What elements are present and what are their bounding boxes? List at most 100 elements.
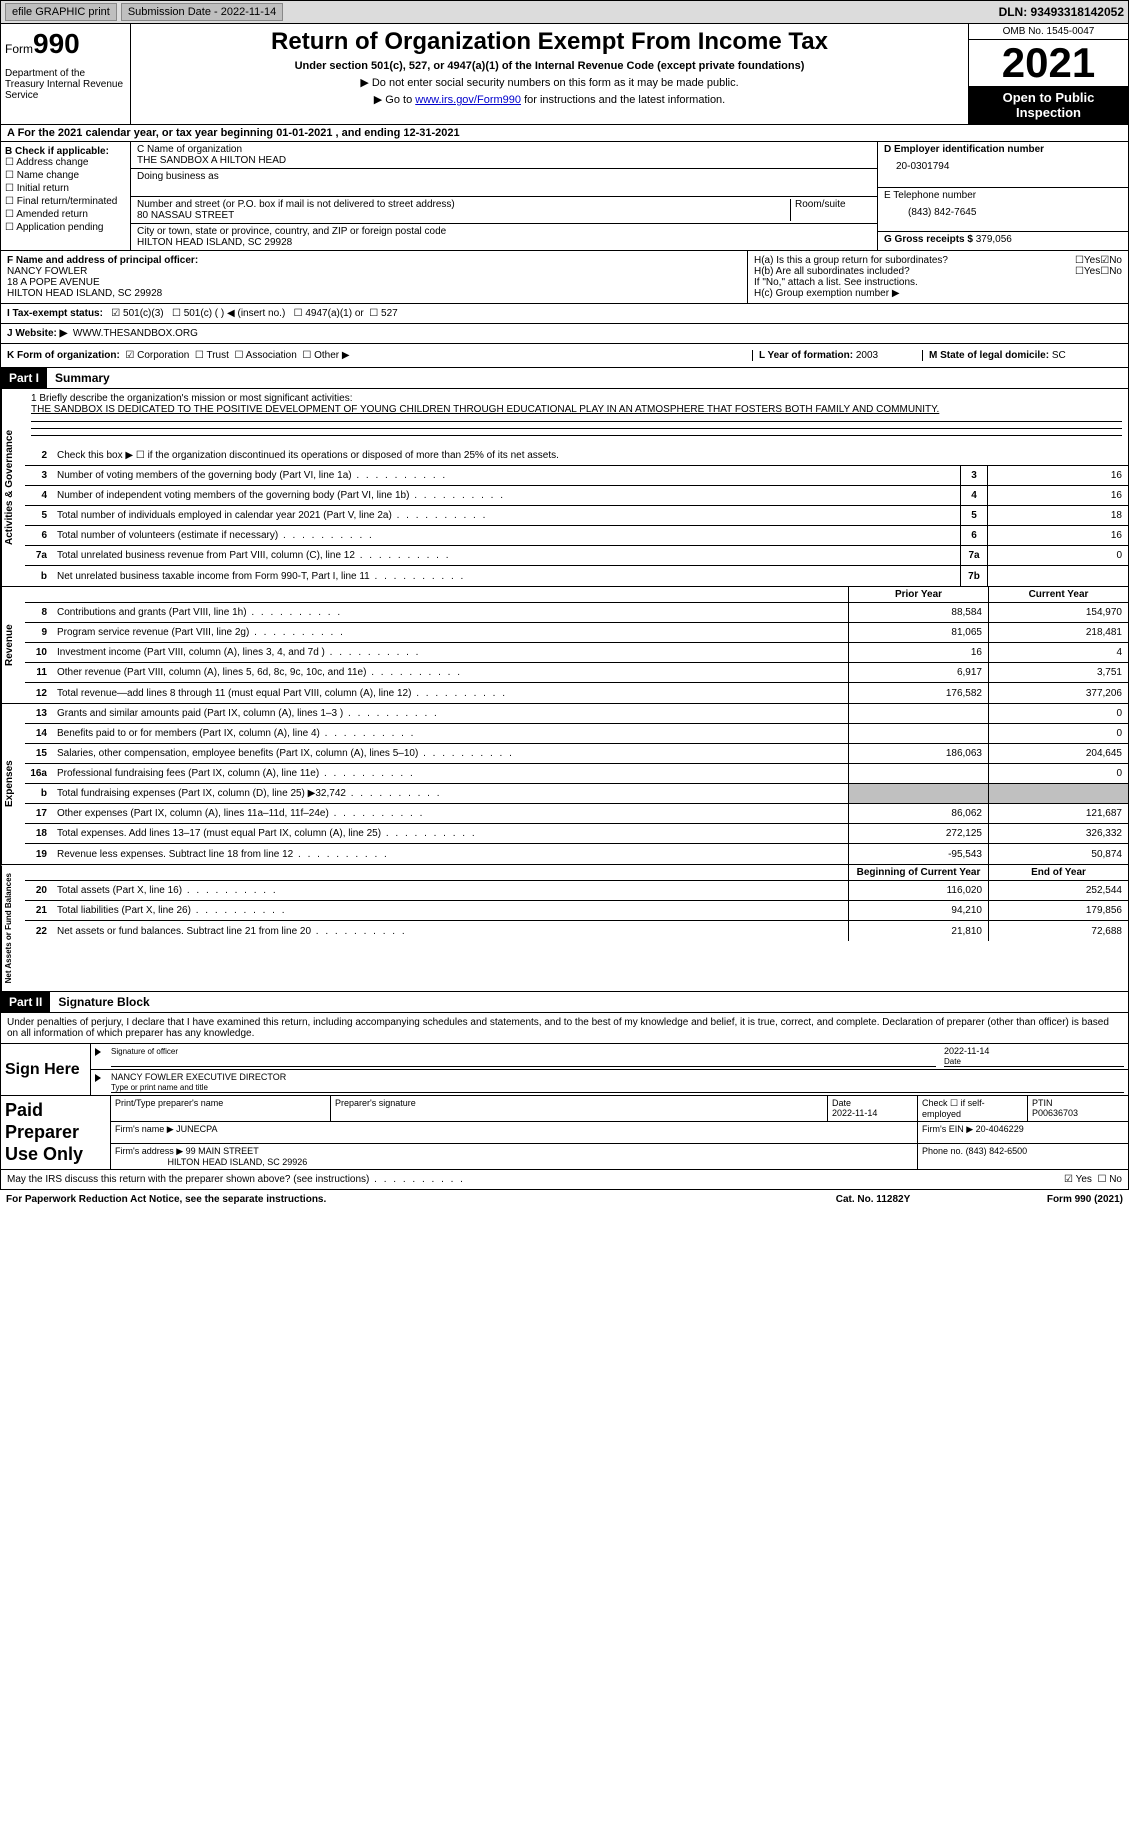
irs-link[interactable]: www.irs.gov/Form990 xyxy=(415,94,521,106)
phone-label: E Telephone number xyxy=(884,190,1122,201)
k-corp: Corporation xyxy=(137,350,189,361)
street-val: 80 NASSAU STREET xyxy=(137,210,786,221)
opt-initial[interactable]: ☐ Initial return xyxy=(5,183,126,194)
part1-row: Part I Summary xyxy=(0,368,1129,389)
status-501c3: 501(c)(3) xyxy=(123,308,164,319)
year-col: OMB No. 1545-0047 2021 Open to Public In… xyxy=(968,24,1128,124)
footer: For Paperwork Reduction Act Notice, see … xyxy=(0,1190,1129,1209)
vtab-exp: Expenses xyxy=(1,704,25,864)
line-20: 20Total assets (Part X, line 16)116,0202… xyxy=(25,881,1128,901)
city-row: City or town, state or province, country… xyxy=(131,224,877,250)
summary-body: Activities & Governance 1 Briefly descri… xyxy=(0,389,1129,587)
part1-header: Part I xyxy=(1,368,47,388)
line-15: 15Salaries, other compensation, employee… xyxy=(25,744,1128,764)
phone-row: E Telephone number (843) 842-7645 xyxy=(878,188,1128,232)
line-4: 4Number of independent voting members of… xyxy=(25,486,1128,506)
top-bar: efile GRAPHIC print Submission Date - 20… xyxy=(0,0,1129,24)
m-state: SC xyxy=(1052,350,1066,361)
opt-final[interactable]: ☐ Final return/terminated xyxy=(5,196,126,207)
ein-row: D Employer identification number 20-0301… xyxy=(878,142,1128,188)
k-assoc: Association xyxy=(246,350,297,361)
signer-name: NANCY FOWLER EXECUTIVE DIRECTOR xyxy=(111,1072,286,1082)
part1-title: Summary xyxy=(47,368,118,388)
line-7a: 7aTotal unrelated business revenue from … xyxy=(25,546,1128,566)
line-9: 9Program service revenue (Part VIII, lin… xyxy=(25,623,1128,643)
note2-pre: ▶ Go to xyxy=(374,94,415,106)
no2: No xyxy=(1109,266,1122,277)
line-17: 17Other expenses (Part IX, column (A), l… xyxy=(25,804,1128,824)
dba-row: Doing business as xyxy=(131,169,877,197)
website-label: J Website: ▶ xyxy=(7,328,67,339)
note2: ▶ Go to www.irs.gov/Form990 for instruct… xyxy=(139,93,960,106)
k-label: K Form of organization: xyxy=(7,350,120,361)
room-label: Room/suite xyxy=(791,199,871,221)
no1: No xyxy=(1109,255,1122,266)
gross-val: 379,056 xyxy=(976,234,1012,245)
prep-date-label: Date xyxy=(832,1098,851,1108)
status-527: 527 xyxy=(381,308,398,319)
yes2: Yes xyxy=(1084,266,1100,277)
f-label: F Name and address of principal officer: xyxy=(7,255,741,266)
form-prefix: Form xyxy=(5,42,33,56)
opt-name[interactable]: ☐ Name change xyxy=(5,170,126,181)
yes1: Yes xyxy=(1084,255,1100,266)
subtitle: Under section 501(c), 527, or 4947(a)(1)… xyxy=(139,60,960,72)
firm-label: Firm's name ▶ xyxy=(115,1124,174,1134)
col-b: B Check if applicable: ☐ Address change … xyxy=(1,142,131,250)
sig-date-val: 2022-11-14 xyxy=(944,1046,989,1056)
check-self: Check ☐ if self-employed xyxy=(918,1096,1028,1121)
firm-phone-label: Phone no. xyxy=(922,1146,963,1156)
part2-row: Part II Signature Block xyxy=(0,992,1129,1013)
firm-ein-val: 20-4046229 xyxy=(976,1124,1024,1134)
opt-pending[interactable]: ☐ Application pending xyxy=(5,222,126,233)
line-6: 6Total number of volunteers (estimate if… xyxy=(25,526,1128,546)
vtab-rev: Revenue xyxy=(1,587,25,703)
omb: OMB No. 1545-0047 xyxy=(969,24,1128,40)
line-14: 14Benefits paid to or for members (Part … xyxy=(25,724,1128,744)
form-col: Form990 Department of the Treasury Inter… xyxy=(1,24,131,124)
footer-right: Form 990 (2021) xyxy=(973,1194,1123,1205)
prior-header: Prior Year xyxy=(848,587,988,602)
opt-amended[interactable]: ☐ Amended return xyxy=(5,209,126,220)
print-label: Print/Type preparer's name xyxy=(111,1096,331,1121)
opt-address[interactable]: ☐ Address change xyxy=(5,157,126,168)
line-21: 21Total liabilities (Part X, line 26)94,… xyxy=(25,901,1128,921)
net-headers: Beginning of Current Year End of Year xyxy=(25,865,1128,881)
mission-block: 1 Briefly describe the organization's mi… xyxy=(25,389,1128,446)
name-label: Type or print name and title xyxy=(111,1083,208,1092)
ptin-label: PTIN xyxy=(1032,1098,1053,1108)
sign-here-label: Sign Here xyxy=(1,1044,91,1095)
dba-label: Doing business as xyxy=(137,171,871,182)
col-b-label: B Check if applicable: xyxy=(5,146,126,157)
efile-btn[interactable]: efile GRAPHIC print xyxy=(5,3,117,21)
prep-date-val: 2022-11-14 xyxy=(832,1108,877,1118)
tax-year: 2021 xyxy=(969,40,1128,86)
irs-yes: ☑ Yes ☐ No xyxy=(1064,1174,1122,1185)
line-13: 13Grants and similar amounts paid (Part … xyxy=(25,704,1128,724)
ha-label: H(a) Is this a group return for subordin… xyxy=(754,255,1075,266)
k-other: Other ▶ xyxy=(314,350,349,361)
name-label: C Name of organization xyxy=(137,144,871,155)
submission-btn[interactable]: Submission Date - 2022-11-14 xyxy=(121,3,283,21)
m-label: M State of legal domicile: xyxy=(929,350,1049,361)
arrow-icon2 xyxy=(95,1074,101,1082)
end-header: End of Year xyxy=(988,865,1128,880)
f-name: NANCY FOWLER xyxy=(7,266,741,277)
gross-row: G Gross receipts $ 379,056 xyxy=(878,232,1128,247)
ein-val: 20-0301794 xyxy=(884,155,1122,172)
ein-label: D Employer identification number xyxy=(884,144,1122,155)
footer-mid: Cat. No. 11282Y xyxy=(773,1194,973,1205)
vtab-gov: Activities & Governance xyxy=(1,389,25,586)
l-year: 2003 xyxy=(856,350,878,361)
block-f: F Name and address of principal officer:… xyxy=(1,251,748,303)
firm-addr2: HILTON HEAD ISLAND, SC 29926 xyxy=(168,1157,308,1167)
phone-val: (843) 842-7645 xyxy=(884,201,1122,218)
main-block: B Check if applicable: ☐ Address change … xyxy=(0,142,1129,251)
note2-post: for instructions and the latest informat… xyxy=(521,94,725,106)
firm-addr-label: Firm's address ▶ xyxy=(115,1146,183,1156)
h-note: If "No," attach a list. See instructions… xyxy=(754,277,1122,288)
l-label: L Year of formation: xyxy=(759,350,853,361)
line-10: 10Investment income (Part VIII, column (… xyxy=(25,643,1128,663)
rev-headers: Prior Year Current Year xyxy=(25,587,1128,603)
line-16a: 16aProfessional fundraising fees (Part I… xyxy=(25,764,1128,784)
